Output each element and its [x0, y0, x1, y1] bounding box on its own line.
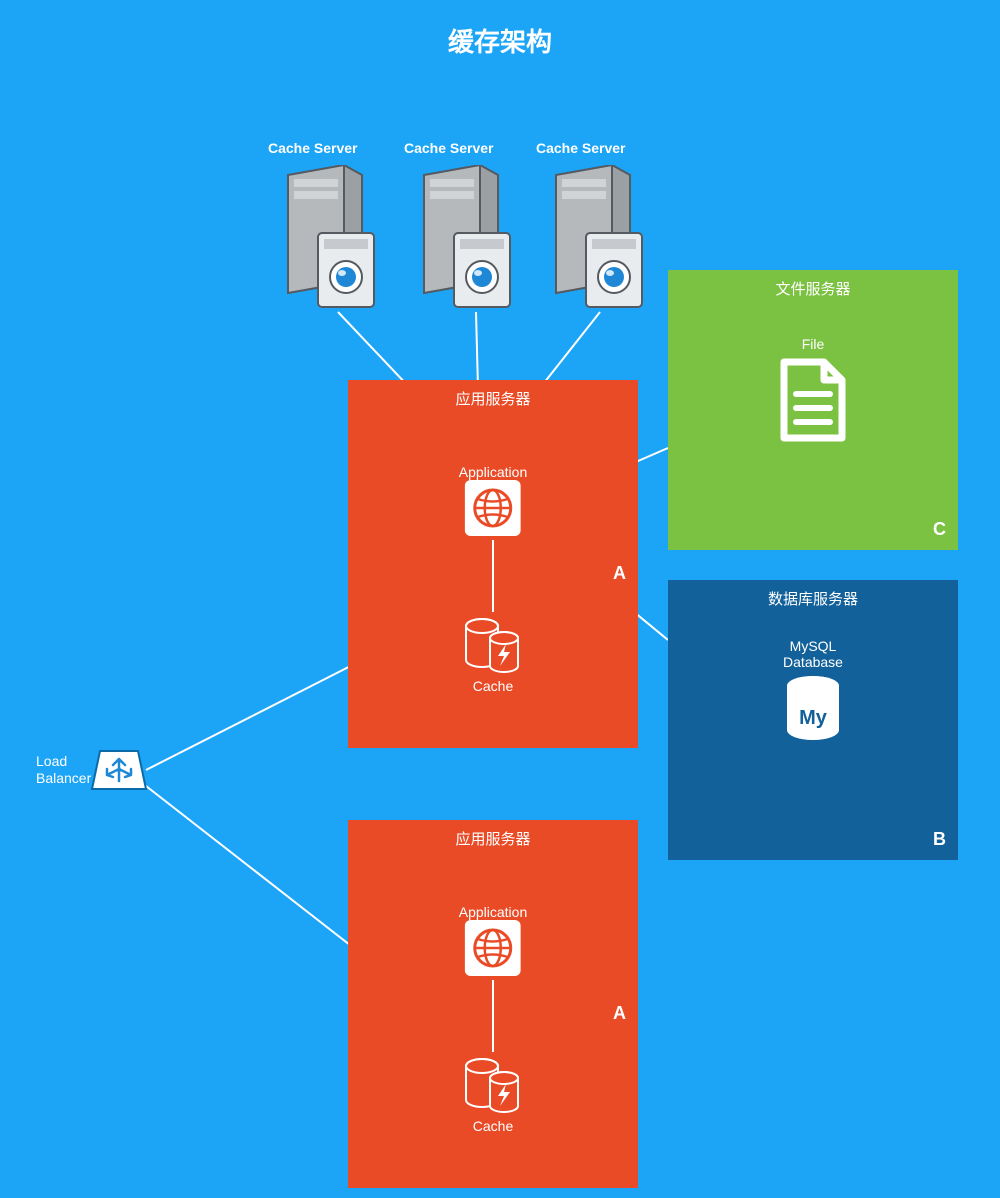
cache-server-label: Cache Server: [268, 140, 358, 156]
server-tower-icon: [280, 165, 380, 313]
cache-group: Cache: [460, 612, 526, 694]
db-label: MySQL Database: [783, 638, 843, 670]
edge: [146, 786, 382, 970]
box-letter: A: [613, 1003, 626, 1024]
cache-cylinder-icon: [460, 612, 526, 678]
edge: [540, 312, 600, 388]
load-balancer-label: Load Balancer: [36, 753, 91, 787]
file-icon: [776, 358, 850, 442]
cache-label: Cache: [473, 678, 513, 694]
cache-server-icon: [280, 165, 380, 313]
edge: [476, 312, 478, 388]
diagram-canvas: 缓存架构 Cache Server Cache Server Cache Serv…: [0, 0, 1000, 1198]
cache-cylinder-icon: [460, 1052, 526, 1118]
load-balancer-icon: [90, 747, 148, 793]
box-letter: A: [613, 563, 626, 584]
cache-icon-wrap: [460, 1052, 526, 1118]
diagram-title: 缓存架构: [0, 22, 1000, 59]
app-server-box: 应用服务器Application CacheA: [348, 820, 638, 1188]
server-tower-icon: [416, 165, 516, 313]
cache-server-icon: [548, 165, 648, 313]
db-server-box: 数据库服务器 MySQL Database My B: [668, 580, 958, 860]
cache-icon-wrap: [460, 612, 526, 678]
cache-server-label: Cache Server: [404, 140, 494, 156]
cache-label: Cache: [473, 1118, 513, 1134]
box-letter: B: [933, 829, 946, 850]
file-server-title: 文件服务器: [668, 270, 958, 299]
file-server-box: 文件服务器 File C: [668, 270, 958, 550]
server-tower-icon: [548, 165, 648, 313]
svg-text:My: My: [799, 707, 828, 729]
cache-server-icon: [416, 165, 516, 313]
database-icon: My: [780, 674, 846, 744]
cache-server-label: Cache Server: [536, 140, 626, 156]
app-server-box: 应用服务器Application CacheA: [348, 380, 638, 748]
file-group: File: [776, 336, 850, 442]
box-letter: C: [933, 519, 946, 540]
edge: [146, 650, 382, 770]
edge: [338, 312, 410, 388]
db-group: MySQL Database My: [780, 638, 846, 744]
file-label: File: [802, 336, 825, 352]
cache-group: Cache: [460, 1052, 526, 1134]
db-server-title: 数据库服务器: [668, 580, 958, 609]
